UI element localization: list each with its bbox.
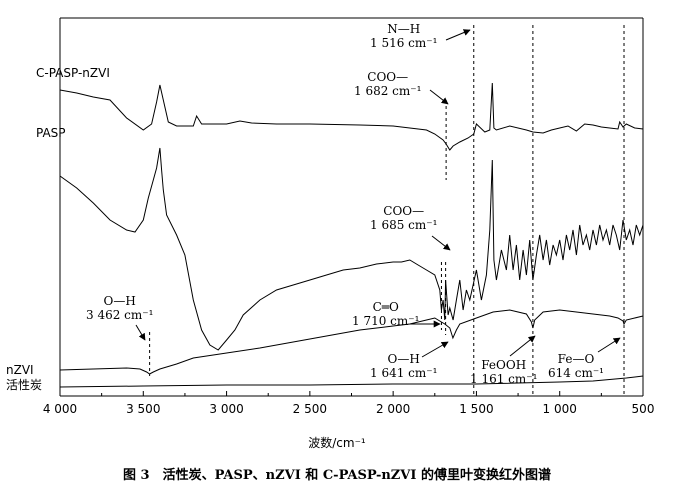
annotation-arrow [431,235,451,251]
series-line-1 [59,147,644,351]
series-line-2 [59,309,644,375]
annotation-arrow [135,324,146,341]
x-tick-label: 1 000 [543,402,577,416]
series-line-0 [59,82,644,151]
annotation-coo-1685: COO— 1 685 cm⁻¹ [370,204,438,232]
figure-caption: 图 3 活性炭、PASP、nZVI 和 C-PASP-nZVI 的傅里叶变换红外… [123,468,551,483]
x-tick-label: 2 500 [293,402,327,416]
annotation-arrow [421,341,449,358]
annotation-feooh-1161: FeOOH 1 161 cm⁻¹ [470,358,538,386]
series-label-nzvi: nZVI [6,363,34,377]
annotation-coo-1682: COO— 1 682 cm⁻¹ [354,70,422,98]
x-tick-label: 3 000 [209,402,243,416]
annotation-co-1710: C═O 1 710 cm⁻¹ [352,300,420,328]
annotation-feo-614: Fe—O 614 cm⁻¹ [548,352,604,380]
annotation-arrow [509,335,536,357]
x-tick-label: 1 500 [459,402,493,416]
annotation-oh-1641: O—H 1 641 cm⁻¹ [370,352,438,380]
series-label-c-pasp-nzvi: C-PASP-nZVI [36,66,110,80]
annotation-arrow [597,337,621,353]
x-axis-title: 波数/cm⁻¹ [308,436,366,450]
annotation-arrow [445,29,471,41]
x-tick-label: 3 500 [126,402,160,416]
annotation-arrow [429,89,449,105]
series-label-activated-carbon: 活性炭 [6,378,43,392]
series-label-pasp: PASP [36,126,66,140]
annotation-oh-3462: O—H 3 462 cm⁻¹ [86,294,154,322]
x-tick-label: 500 [632,402,655,416]
annotation-nh-1516: N—H 1 516 cm⁻¹ [370,22,438,50]
x-tick-label: 4 000 [43,402,77,416]
series-line-3 [59,375,644,388]
x-tick-label: 2 000 [376,402,410,416]
